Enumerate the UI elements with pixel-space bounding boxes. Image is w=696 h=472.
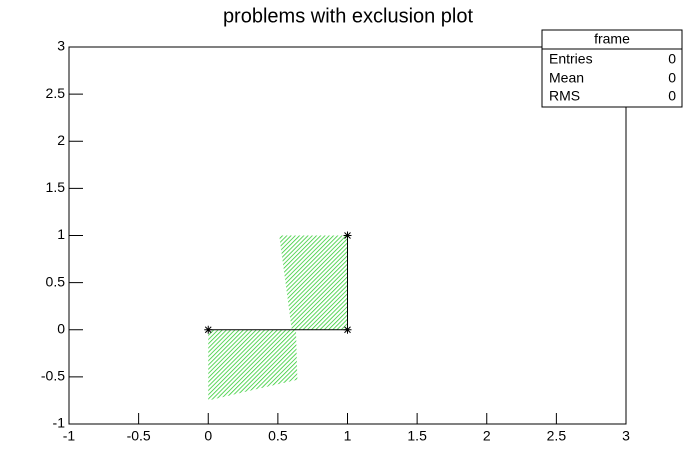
x-tick-label: -0.5	[127, 428, 151, 444]
y-tick-label: 0.5	[46, 273, 66, 289]
y-tick-label: 1	[57, 226, 65, 242]
x-tick-label: 0	[204, 428, 212, 444]
stats-value: 0	[668, 70, 676, 86]
y-tick-label: 1.5	[46, 179, 66, 195]
stats-label: Entries	[549, 51, 593, 67]
exclusion-region	[279, 235, 348, 330]
stats-box: frame Entries 0 Mean 0 RMS 0	[541, 29, 683, 108]
y-tick-label: -0.5	[41, 368, 65, 384]
y-tick-label: 0	[57, 320, 65, 336]
x-tick-label: -1	[63, 428, 76, 444]
x-tick-label: 0.5	[268, 428, 288, 444]
y-tick-label: -1	[53, 415, 66, 431]
y-tick-label: 3	[57, 38, 65, 54]
stats-value: 0	[668, 88, 676, 104]
x-tick-label: 1	[344, 428, 352, 444]
stats-title: frame	[594, 31, 630, 47]
x-tick-label: 1.5	[407, 428, 427, 444]
marker	[343, 231, 352, 240]
stats-border	[541, 29, 683, 108]
exclusion-region	[208, 329, 298, 401]
stats-label: RMS	[549, 88, 580, 104]
y-tick-label: 2	[57, 132, 65, 148]
x-tick-label: 2	[483, 428, 491, 444]
x-tick-label: 2.5	[547, 428, 567, 444]
stats-value: 0	[668, 51, 676, 67]
chart-title: problems with exclusion plot	[223, 5, 474, 27]
marker	[343, 325, 352, 334]
stats-label: Mean	[549, 70, 584, 86]
marker	[204, 325, 213, 334]
y-tick-label: 2.5	[46, 85, 66, 101]
x-tick-label: 3	[622, 428, 630, 444]
